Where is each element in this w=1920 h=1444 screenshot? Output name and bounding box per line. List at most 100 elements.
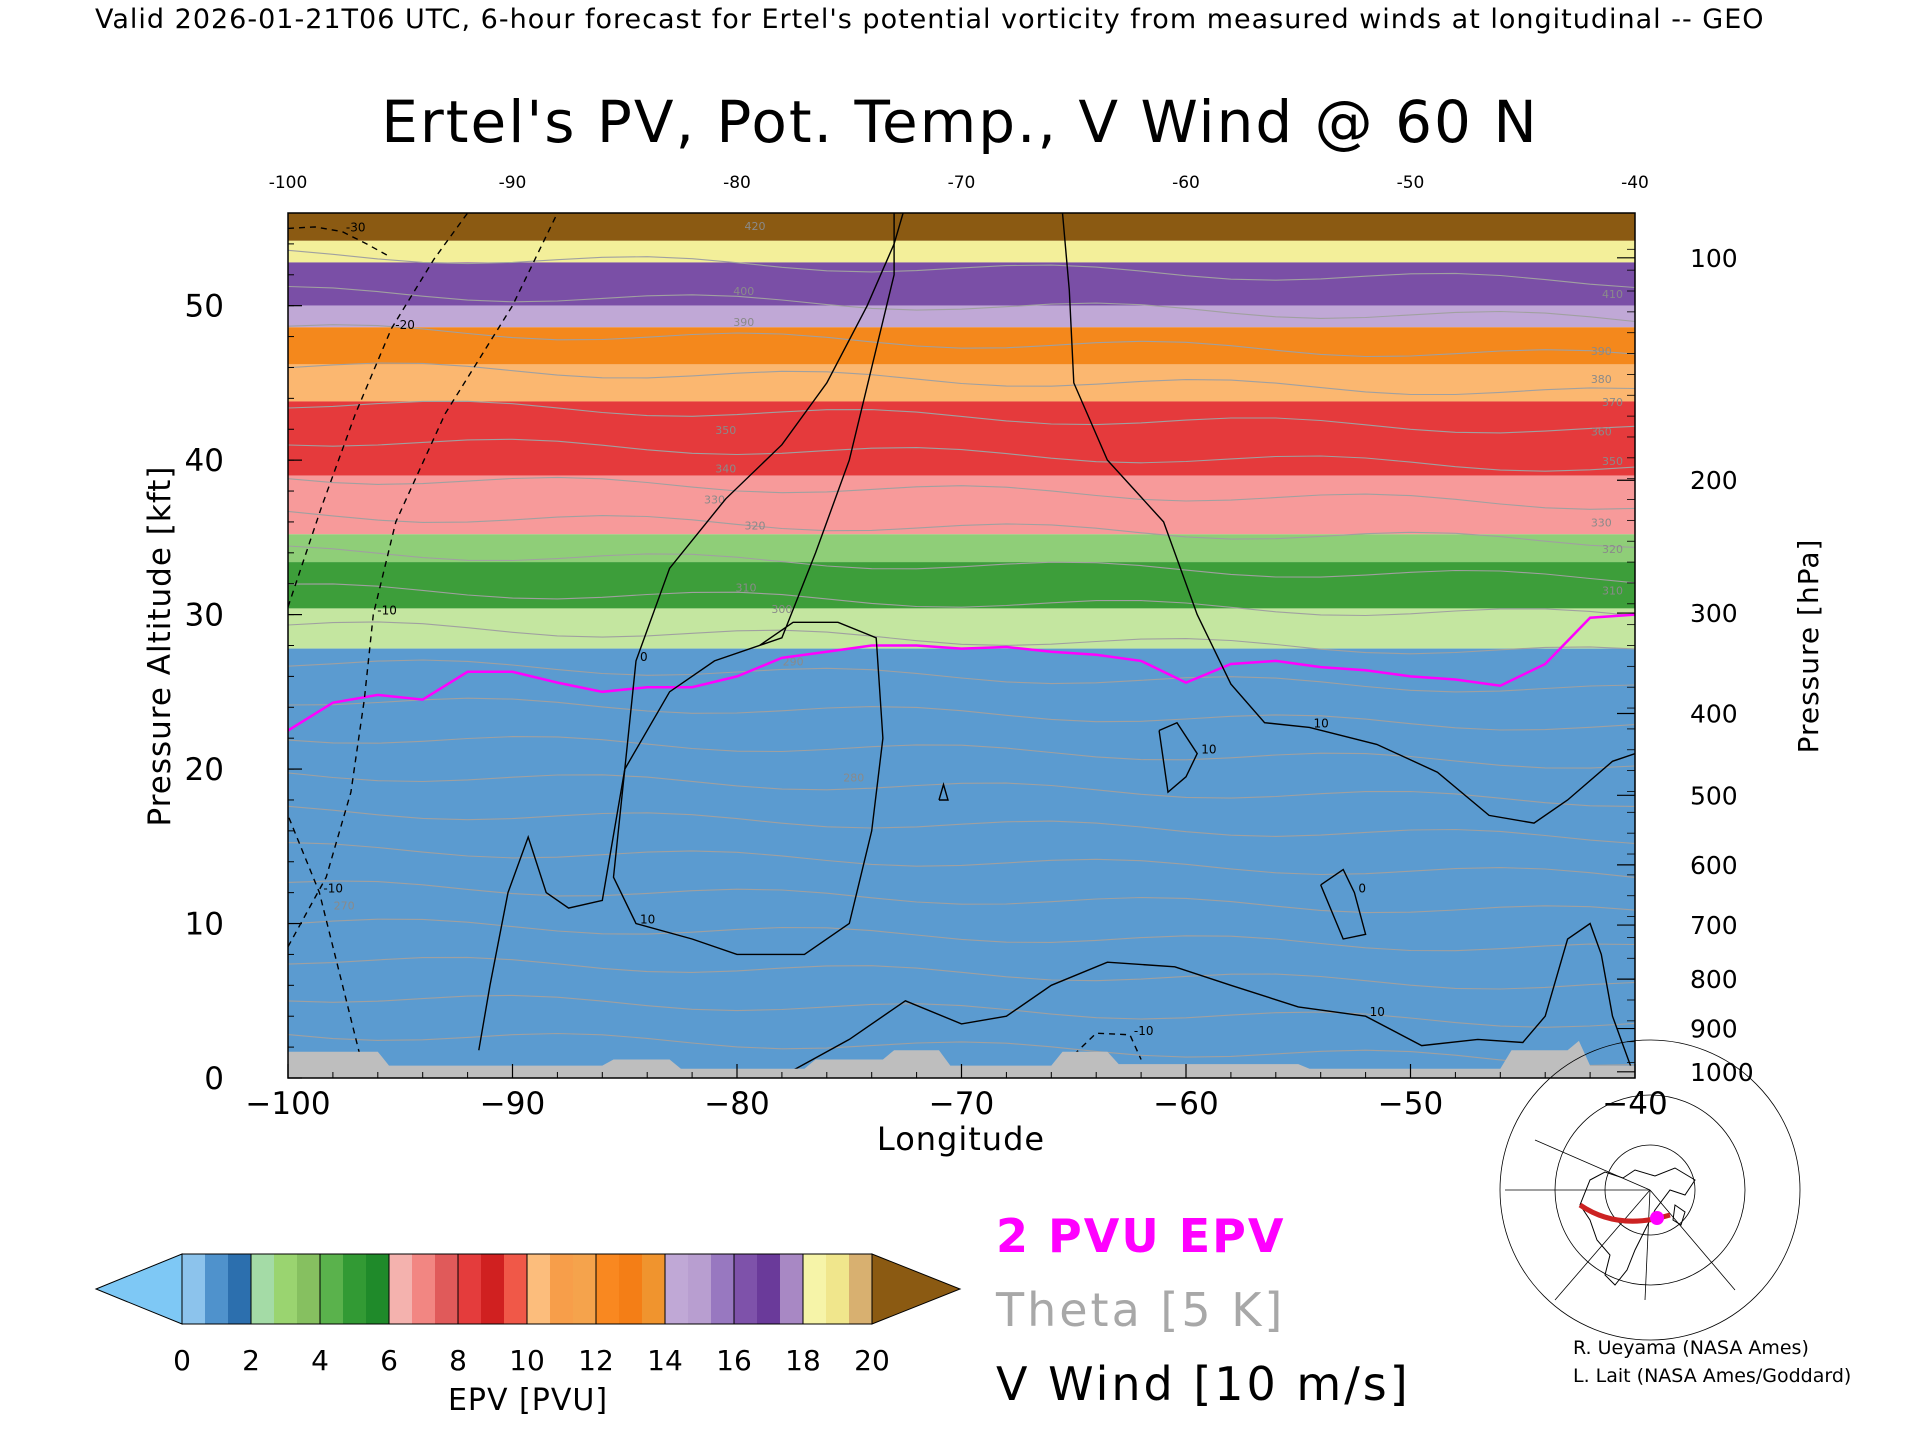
x-axis-top: -100 -90 -80 -70 -60 -50 -40 [269,173,1649,193]
theta-label: 360 [1591,425,1612,438]
v-wind-label: -30 [346,221,366,235]
v-wind-line [288,213,559,948]
colorbar-tick-label: 8 [449,1344,467,1377]
pressure-tick-label: 800 [1690,965,1738,994]
colorbar-cell [665,1254,689,1324]
theta-label: 390 [733,316,754,329]
colorbar-cell [573,1254,597,1324]
theta-line [288,285,1635,323]
v-wind-line [288,226,390,257]
v-wind-line [612,213,895,956]
colorbar-cell [320,1254,344,1324]
colorbar-tick-label: 6 [380,1344,398,1377]
theta-line [288,880,1635,914]
polar-map-icon [1499,1039,1801,1341]
colorbar-underflow [94,1253,183,1325]
x-top-tick-label: -40 [1621,173,1649,193]
pv-layer [288,262,1635,306]
colorbar-cell [757,1254,781,1324]
x-axis: −100 −90 −80 −70 −60 −50 −40 [245,1064,1668,1122]
colorbar-cell [642,1254,666,1324]
credit-line-1: R. Ueyama (NASA Ames) [1573,1337,1809,1359]
x-axis-label: Longitude [877,1120,1045,1158]
colorbar-tick-label: 18 [785,1344,821,1377]
theta-label: 380 [1591,373,1612,386]
theta-label: 300 [771,603,792,616]
x-tick-label: −40 [1602,1086,1667,1122]
colorbar-cell [297,1254,321,1324]
y-tick-label: 50 [185,289,224,325]
theta-line [288,545,1635,584]
colorbar-label: EPV [PVU] [448,1383,608,1418]
v-wind-contours: -30 -20 -10 -10 0 10 10 10 -10 10 0 [288,213,1635,1078]
pv-layer [288,562,1635,609]
pressure-tick-label: 300 [1690,599,1738,628]
colorbar-cell [412,1254,436,1324]
theta-label: 330 [1591,517,1612,530]
x-tick-label: −100 [245,1086,330,1122]
colorbar-tick-label: 2 [242,1344,260,1377]
colorbar-cell [550,1254,574,1324]
y-tick-label: 30 [185,598,224,634]
v-wind-label: -10 [323,882,343,896]
v-wind-line [1061,213,1635,824]
pv-layer [288,240,1635,263]
theta-line [288,805,1635,845]
theta-label: 320 [744,520,765,533]
colorbar-frame [181,1253,873,1325]
theta-label: 320 [1602,543,1623,556]
theta-label: 370 [1602,396,1623,409]
pressure-tick-label: 500 [1690,781,1738,810]
colorbar-tick-label: 10 [509,1344,545,1377]
colorbar-cell [251,1254,275,1324]
theta-label: 350 [1602,455,1623,468]
pressure-tick-label: 1000 [1690,1058,1754,1087]
colorbar-overflow [871,1253,962,1325]
theta-line [288,772,1635,807]
v-wind-line [938,781,949,801]
theta-line [288,736,1635,769]
theta-line [288,476,1635,510]
x-top-tick-label: -90 [499,173,527,193]
colorbar-cell [596,1254,620,1324]
colorbar-tick-label: 16 [716,1344,752,1377]
colorbar: 0 2 4 6 8 10 12 14 16 18 20 [94,1253,962,1377]
v-wind-line [1073,1032,1142,1060]
colorbar-cell [826,1254,850,1324]
colorbar-cell [182,1254,206,1324]
pressure-tick-label: 100 [1690,244,1738,273]
pressure-axis: 100 200 300 400 500 600 700 800 900 1000 [1617,244,1754,1087]
pv-layer [288,364,1635,402]
header-line: Valid 2026-01-21T06 UTC, 6-hour forecast… [95,4,1765,35]
v-wind-line [478,213,904,1051]
theta-label: 270 [334,900,355,913]
colorbar-tick-label: 0 [173,1344,191,1377]
x-tick-label: −50 [1378,1086,1443,1122]
theta-line [288,1032,1635,1066]
x-tick-label: −70 [929,1086,994,1122]
v-wind-label: 0 [1358,882,1366,896]
colorbar-cell [366,1254,390,1324]
pressure-axis-label: Pressure [hPa] [1792,539,1825,754]
theta-line [288,400,1635,434]
theta-label: 310 [735,581,756,594]
v-wind-line [288,815,361,1055]
x-top-tick-label: -60 [1172,173,1200,193]
pressure-tick-label: 700 [1690,911,1738,940]
theta-line [288,956,1635,990]
v-wind-label: -10 [377,604,397,618]
theta-line [288,697,1635,731]
x-top-tick-label: -100 [269,173,308,193]
legend-theta: Theta [5 K] [995,1283,1285,1337]
theta-label: 420 [744,220,765,233]
x-top-tick-label: -80 [723,173,751,193]
colorbar-cell [228,1254,252,1324]
y-tick-label: 40 [185,443,224,479]
surface-fill [288,1040,1635,1078]
colorbar-cell [780,1254,804,1324]
v-wind-line [1320,868,1367,940]
colorbar-cell [458,1254,482,1324]
theta-label: 350 [715,424,736,437]
